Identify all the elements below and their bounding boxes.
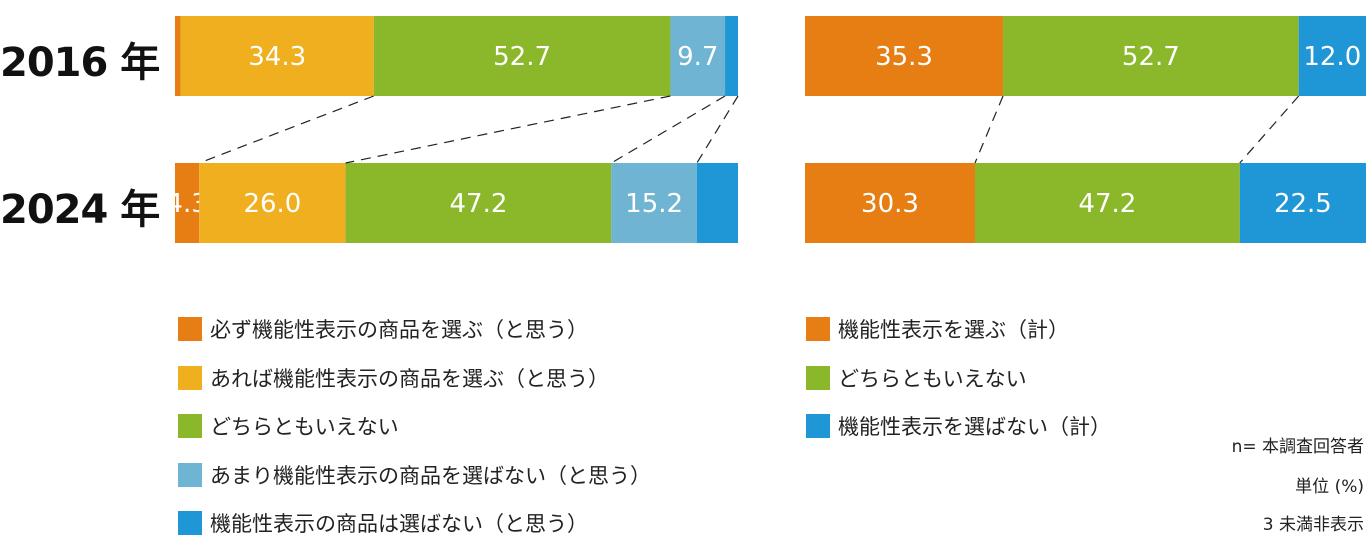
bar-segment	[175, 163, 200, 243]
legend-label: あれば機能性表示の商品を選ぶ（と思う）	[210, 366, 609, 391]
legend-swatch	[178, 317, 202, 341]
data-label: 22.5	[1274, 189, 1332, 219]
bar-segment	[725, 16, 738, 96]
data-label: 34.3	[248, 42, 306, 72]
connector-line	[696, 95, 739, 164]
legend-label: あまり機能性表示の商品を選ばない（と思う）	[210, 463, 651, 488]
legend-swatch	[178, 511, 202, 535]
legend-item: どちらともいえない	[178, 411, 399, 441]
data-label: 52.7	[493, 42, 551, 72]
year-label-2024: 2024 年	[0, 187, 160, 233]
note-unit: 単位 (%)	[1295, 477, 1364, 497]
stacked-bar-chart: 34.3 52.7 9.74.3 26.0 47.2 15.235.3 52.7 12.030…	[166, 16, 1366, 243]
bar-segment	[1003, 16, 1299, 96]
legend-item: あまり機能性表示の商品を選ばない（と思う）	[178, 460, 651, 490]
connector-line	[1239, 95, 1300, 164]
legend-item: どちらともいえない	[806, 363, 1027, 393]
connector-line	[198, 95, 374, 164]
data-label: 30.3	[861, 189, 919, 219]
bar-segment	[805, 16, 1004, 96]
legend-swatch	[806, 414, 830, 438]
legend-label: どちらともいえない	[838, 366, 1027, 391]
legend-swatch	[178, 414, 202, 438]
connector-line	[611, 95, 726, 164]
connector-line	[345, 95, 671, 164]
bar-segment	[611, 163, 697, 243]
data-label: 26.0	[243, 189, 301, 219]
data-label: 47.2	[1078, 189, 1136, 219]
bar-segment	[175, 16, 181, 96]
bar-segment	[1298, 16, 1366, 96]
bar-segment	[180, 16, 374, 96]
data-label: 52.7	[1122, 42, 1180, 72]
bar-segment	[345, 163, 612, 243]
legend-item: 機能性表示を選ばない（計）	[806, 411, 1111, 441]
note-sample: n= 本調査回答者	[1231, 437, 1364, 457]
bar-segment	[974, 163, 1240, 243]
bar-segment	[373, 16, 671, 96]
bar-segment	[670, 16, 726, 96]
data-label: 47.2	[450, 189, 508, 219]
legend-label: どちらともいえない	[210, 415, 399, 439]
connector-line	[974, 95, 1004, 164]
legend-item: 機能性表示の商品は選ばない（と思う）	[178, 508, 588, 537]
bar-segment	[1239, 163, 1366, 243]
bar-segment	[199, 163, 346, 243]
legend-label: 機能性表示を選ばない（計）	[838, 415, 1111, 439]
legend-item: あれば機能性表示の商品を選ぶ（と思う）	[178, 363, 609, 393]
data-label: 35.3	[875, 42, 933, 72]
legend-swatch	[178, 365, 202, 390]
legend-swatch	[806, 317, 830, 341]
year-label-2016: 2016 年	[0, 40, 160, 86]
note-hidden: 3 未満非表示	[1262, 515, 1364, 535]
legend-item: 機能性表示を選ぶ（計）	[806, 314, 1069, 344]
legend-label: 必ず機能性表示の商品を選ぶ（と思う）	[210, 318, 588, 342]
data-label: 15.2	[625, 189, 683, 219]
legend-swatch	[178, 462, 202, 487]
legend-swatch	[806, 365, 830, 390]
data-label: 12.0	[1303, 42, 1361, 72]
data-label: 9.7	[677, 42, 718, 72]
legend-label: 機能性表示の商品は選ばない（と思う）	[210, 512, 588, 536]
bar-segment	[696, 163, 738, 243]
legend-label: 機能性表示を選ぶ（計）	[838, 318, 1069, 342]
legend-item: 必ず機能性表示の商品を選ぶ（と思う）	[178, 314, 588, 344]
bar-segment	[805, 163, 975, 243]
